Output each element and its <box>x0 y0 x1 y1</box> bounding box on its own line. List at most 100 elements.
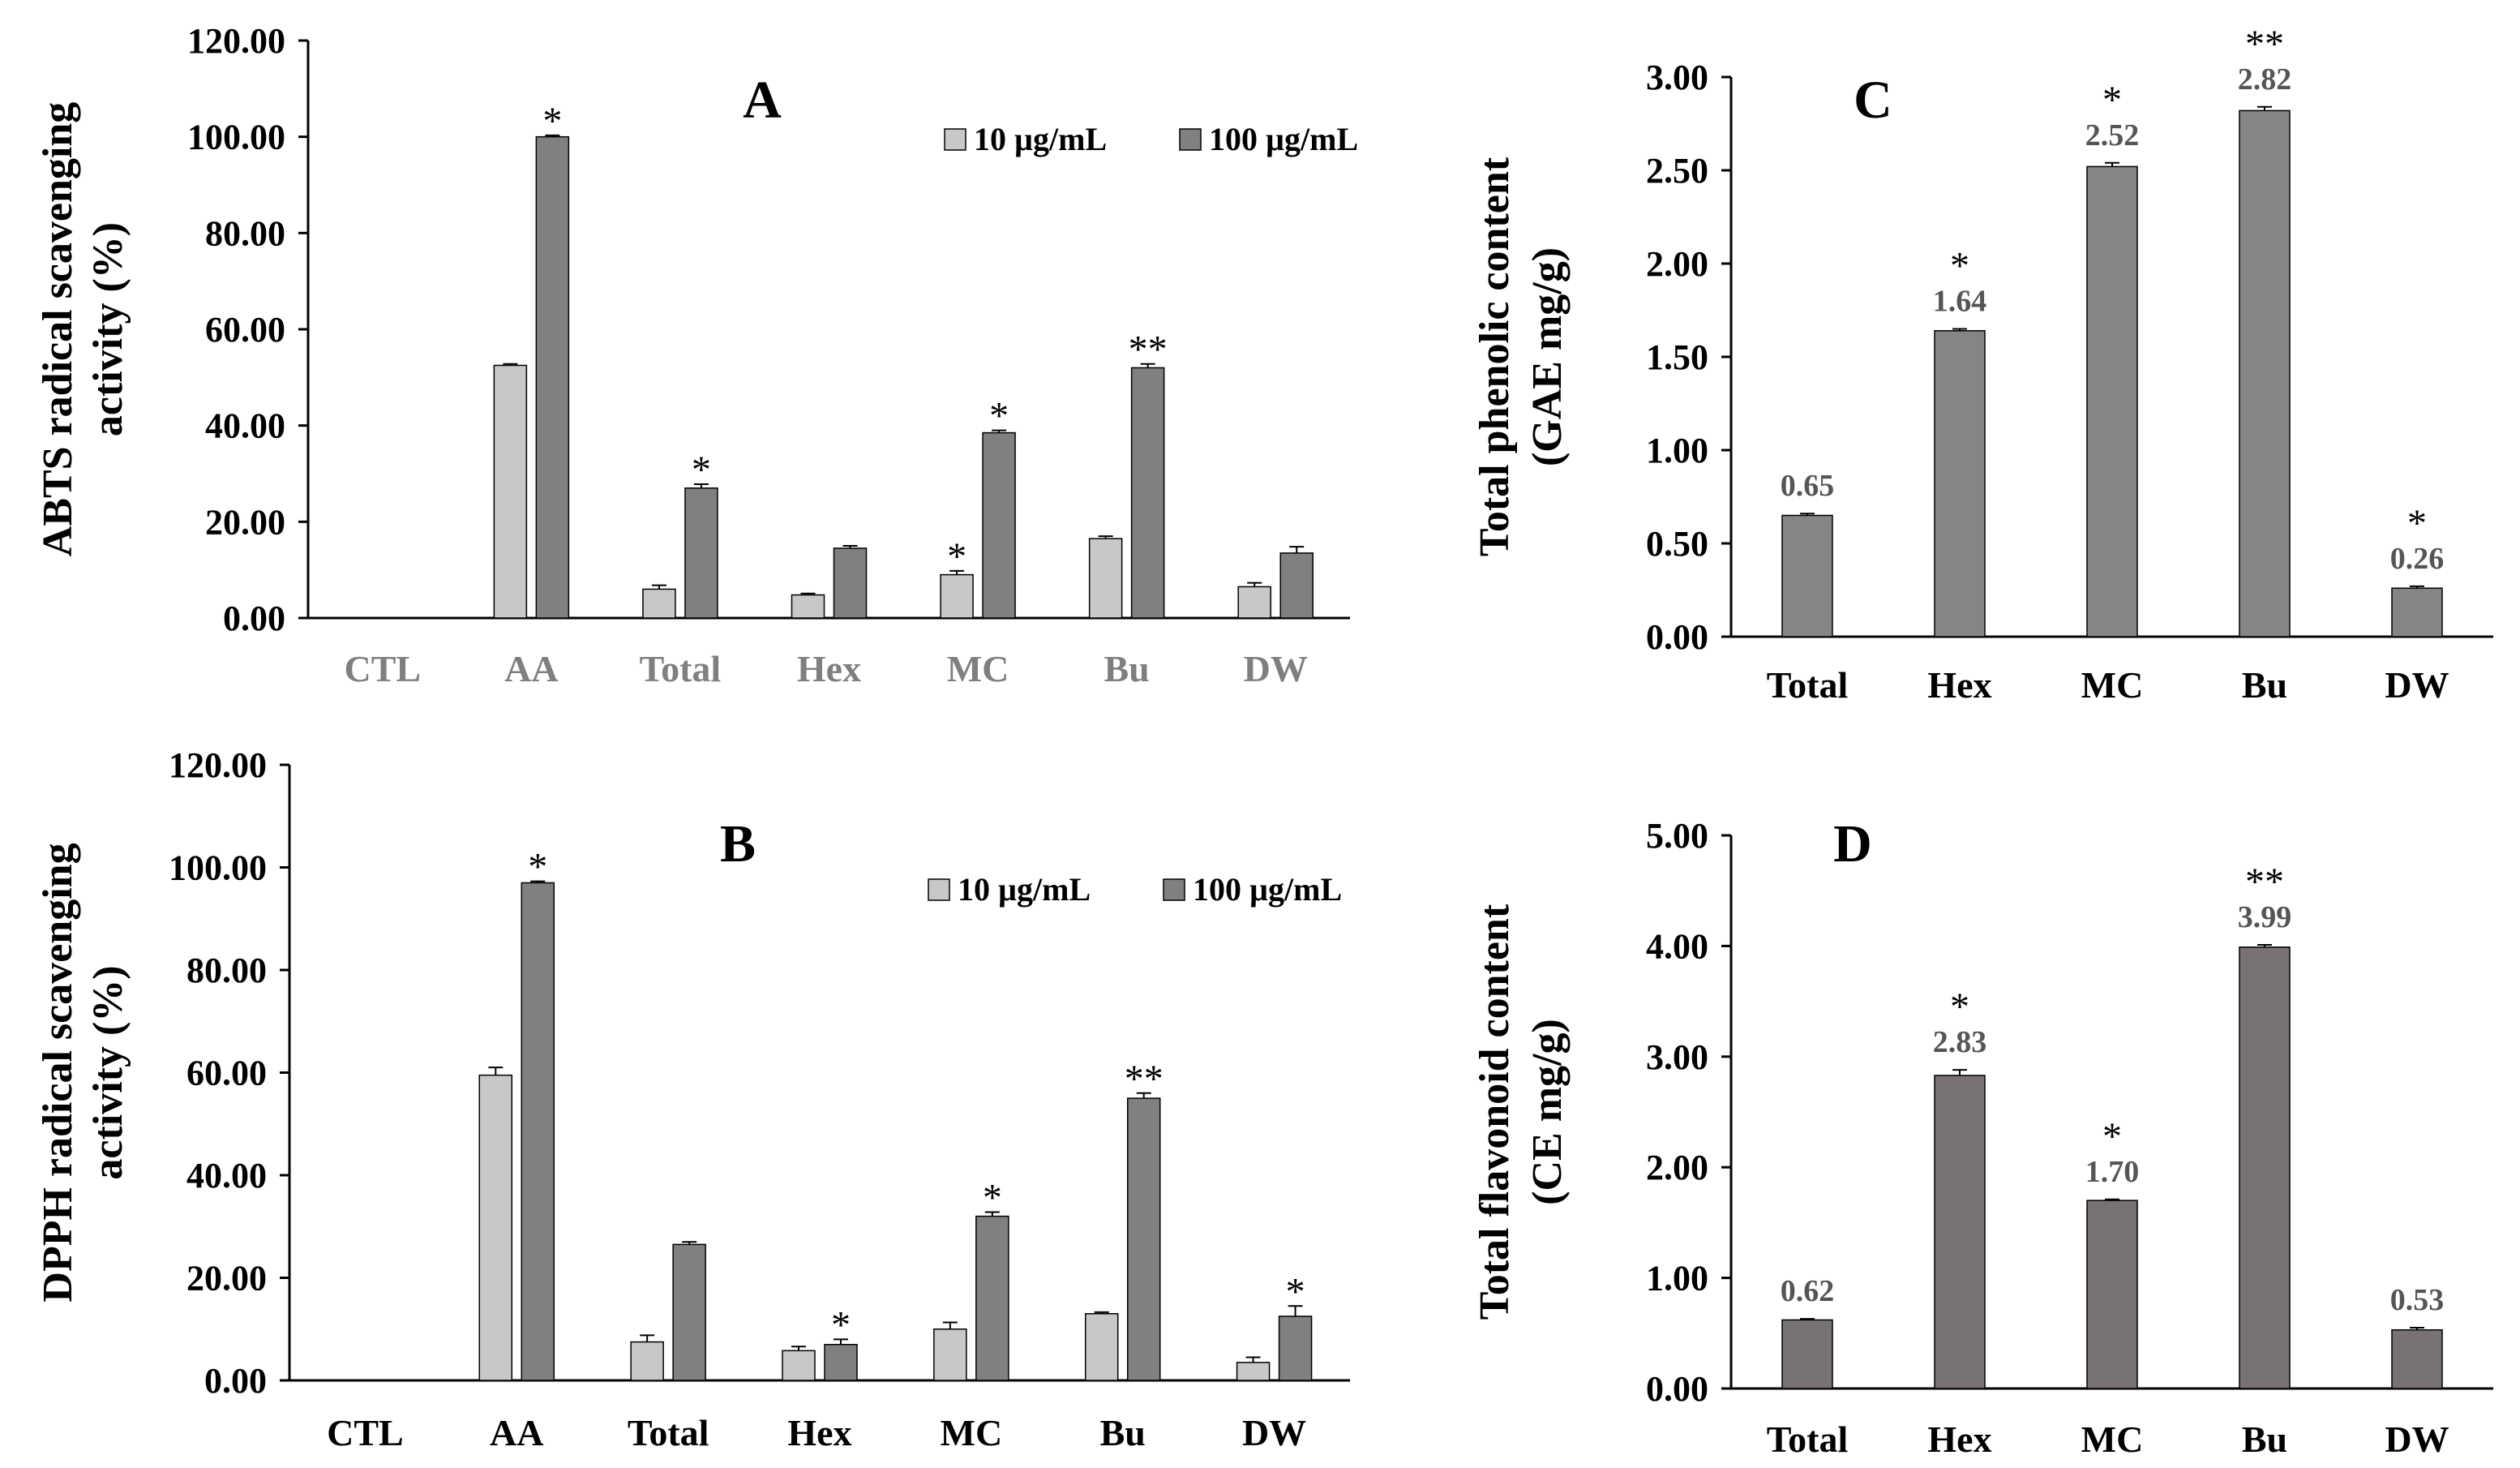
data-bar <box>1084 1313 1119 1381</box>
data-bar <box>1126 1097 1161 1381</box>
data-bar <box>1088 538 1123 619</box>
y-tick-label: 4.00 <box>1646 926 1708 966</box>
data-bar <box>1236 1362 1271 1381</box>
y-axis-title: ABTS radical scavenging <box>35 102 81 557</box>
data-bar <box>521 882 555 1381</box>
category-label: Hex <box>797 648 861 689</box>
category-label: MC <box>941 1412 1003 1453</box>
legend-swatch <box>1163 878 1185 901</box>
legend-swatch <box>1179 128 1202 151</box>
chart-panel-d: 0.00 1.00 2.00 3.00 4.00 5.00 Total flavonoid … <box>1472 814 2493 1460</box>
data-bar <box>2086 165 2138 637</box>
y-tick-label: 20.00 <box>186 1259 267 1298</box>
chart-panel-a: 0.00 20.00 40.00 60.00 80.00 100.00 120.00 ABTS… <box>35 21 1358 689</box>
data-label: 2.82 <box>2238 62 2292 97</box>
data-bar <box>1934 1075 1986 1389</box>
data-bar <box>1934 330 1986 637</box>
category-label: Hex <box>787 1412 851 1453</box>
y-tick-label: 120.00 <box>187 21 285 61</box>
data-bar <box>684 487 718 619</box>
significance-mark: * <box>983 1177 1002 1220</box>
y-tick-label: 2.00 <box>1646 1148 1708 1187</box>
y-tick-label: 1.50 <box>1646 337 1708 377</box>
category-label: AA <box>504 648 558 689</box>
y-tick-label: 5.00 <box>1646 816 1708 856</box>
panel-label: D <box>1833 814 1872 874</box>
category-label: Bu <box>1100 1412 1146 1453</box>
category-label: Total <box>640 648 722 689</box>
y-axis-title: (CE mg/g) <box>1524 1019 1571 1205</box>
significance-mark: * <box>947 535 966 578</box>
legend-label: 100 µg/mL <box>1209 121 1358 157</box>
data-bar <box>630 1341 664 1381</box>
legend-label: 10 µg/mL <box>974 121 1107 157</box>
significance-mark: ** <box>2245 23 2284 66</box>
y-tick-label: 1.00 <box>1646 1259 1708 1298</box>
data-label: 2.83 <box>1933 1025 1987 1059</box>
data-bar <box>493 364 528 619</box>
y-tick-label: 3.00 <box>1646 58 1708 97</box>
data-label: 0.65 <box>1781 469 1835 503</box>
y-tick-label: 0.50 <box>1646 524 1708 564</box>
category-label: Hex <box>1927 1419 1991 1460</box>
data-label: 3.99 <box>2238 900 2292 934</box>
legend-swatch <box>928 878 950 901</box>
category-label: MC <box>2081 1419 2144 1460</box>
category-label: AA <box>490 1412 543 1453</box>
data-bar <box>1279 552 1314 619</box>
significance-mark: * <box>1950 985 1969 1028</box>
data-bar <box>824 1343 858 1381</box>
category-label: DW <box>1242 1412 1306 1453</box>
y-tick-label: 0.00 <box>1646 617 1708 657</box>
panel-label: B <box>720 814 756 874</box>
data-bar <box>782 1350 816 1381</box>
y-tick-label: 60.00 <box>186 1054 267 1093</box>
data-bar <box>2391 1328 2443 1389</box>
significance-mark: * <box>692 449 711 491</box>
data-label: 1.70 <box>2085 1155 2140 1189</box>
data-bar <box>1130 367 1165 619</box>
y-tick-label: 40.00 <box>186 1156 267 1195</box>
category-label: DW <box>2385 1419 2449 1460</box>
data-bar <box>933 1328 967 1381</box>
data-bar <box>2239 109 2291 637</box>
data-bar <box>1781 514 1833 637</box>
data-label: 0.62 <box>1781 1274 1835 1308</box>
data-label: 2.52 <box>2085 118 2140 152</box>
y-axis-title: DPPH radical scavenging <box>35 843 81 1302</box>
y-tick-label: 40.00 <box>205 406 285 446</box>
y-tick-label: 60.00 <box>205 310 285 350</box>
significance-mark: ** <box>1129 328 1168 371</box>
panel-label: A <box>743 71 782 130</box>
legend-label: 100 µg/mL <box>1193 871 1342 908</box>
y-tick-label: 3.00 <box>1646 1037 1708 1077</box>
category-label: MC <box>2081 664 2144 706</box>
significance-mark: * <box>2407 502 2427 545</box>
data-bar <box>1278 1316 1313 1381</box>
category-label: Total <box>1767 1419 1849 1460</box>
category-label: CTL <box>344 648 421 689</box>
significance-mark: ** <box>2245 861 2284 904</box>
legend-swatch <box>944 128 966 151</box>
data-bar <box>535 135 570 619</box>
category-label: Total <box>1767 664 1849 706</box>
significance-mark: * <box>831 1303 851 1346</box>
significance-mark: * <box>989 395 1009 438</box>
y-tick-label: 80.00 <box>205 213 285 253</box>
data-label: 0.26 <box>2390 542 2445 576</box>
data-bar <box>1237 586 1271 619</box>
data-bar <box>1781 1319 1833 1389</box>
category-label: MC <box>947 648 1009 689</box>
data-bar <box>478 1074 513 1381</box>
category-label: CTL <box>327 1412 404 1453</box>
category-label: Bu <box>2242 1419 2287 1460</box>
category-label: Bu <box>1104 648 1150 689</box>
y-tick-label: 100.00 <box>187 118 285 157</box>
y-tick-label: 120.00 <box>169 745 267 785</box>
data-bar <box>2239 946 2291 1389</box>
data-bar <box>672 1243 706 1381</box>
y-tick-label: 0.00 <box>1646 1369 1708 1409</box>
data-bar <box>940 573 974 619</box>
y-tick-label: 2.00 <box>1646 244 1708 284</box>
